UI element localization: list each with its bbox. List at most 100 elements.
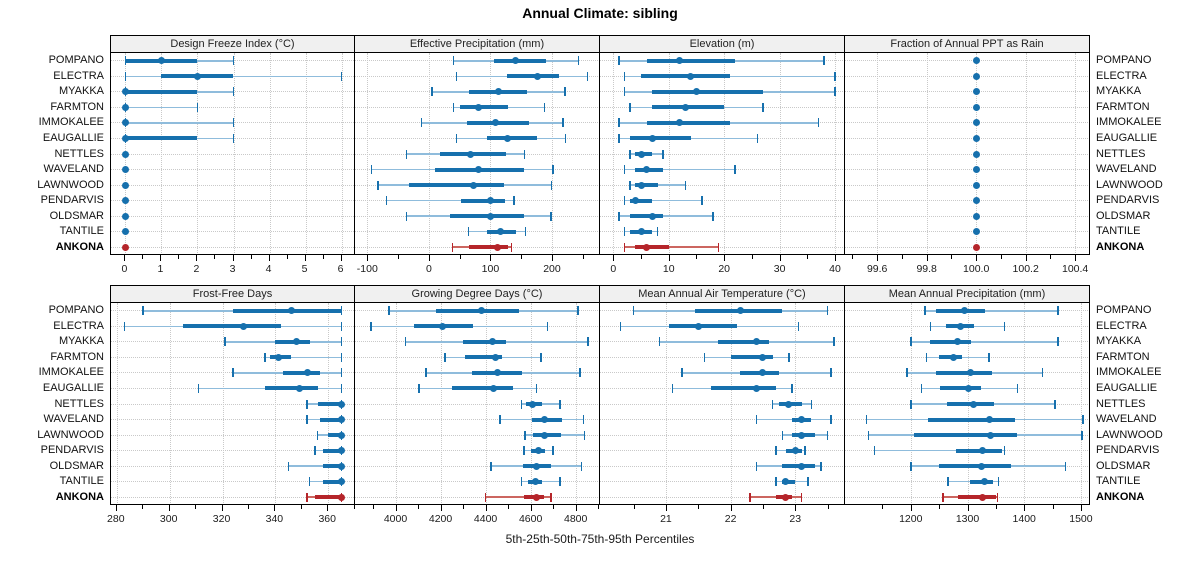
whisker-cap-95 [340, 383, 343, 393]
whisker-cap-95 [340, 71, 343, 81]
whisker-cap-95 [340, 352, 343, 362]
axis-tick-label: 3 [229, 263, 236, 275]
median-dot [337, 400, 345, 408]
row-gridline [845, 75, 1089, 77]
whisker-cap-95 [564, 133, 567, 143]
bar-25-75 [463, 339, 506, 344]
median-dot [531, 478, 539, 486]
axis-tick-label: 2 [193, 263, 200, 275]
whisker-cap-95 [1082, 415, 1084, 425]
row-gridline [355, 496, 599, 498]
median-dot [969, 400, 977, 408]
whisker-cap-95 [577, 56, 580, 66]
axis-tick-label: 1500 [1069, 513, 1093, 525]
panel-plot-area [355, 53, 600, 255]
whisker-cap-5 [867, 430, 869, 440]
median-dot [486, 212, 494, 220]
row-gridline [600, 184, 844, 186]
whisker-cap-95 [834, 87, 836, 97]
whisker-cap-5 [623, 71, 626, 81]
whisker-cap-5 [444, 352, 446, 362]
median-dot [964, 384, 972, 392]
bar-25-75 [629, 198, 653, 203]
median-dot [492, 353, 500, 361]
median-dot [535, 447, 543, 455]
median-dot [798, 462, 806, 470]
axis-minor-tick [463, 505, 465, 509]
whisker-cap-5 [623, 165, 626, 175]
bar-25-75 [940, 386, 982, 391]
median-dot [287, 307, 295, 315]
axis-minor-tick [751, 255, 753, 259]
axis-minor-tick [939, 505, 941, 509]
panel-plot-area [110, 303, 355, 505]
station-label-left: NETTLES [54, 147, 104, 160]
row-gridline [111, 481, 354, 483]
whisker-cap-5 [929, 321, 932, 331]
row-gridline [845, 106, 1089, 108]
bar-25-75 [635, 183, 658, 188]
median-dot [972, 166, 980, 174]
axis-major-tick [440, 505, 442, 511]
whisker-cap-5 [420, 118, 423, 128]
axis-tick-label: 200 [543, 263, 561, 275]
station-label-right: MYAKKA [1096, 335, 1142, 348]
whisker-cap-95 [712, 211, 714, 221]
whisker-cap-5 [451, 242, 453, 252]
median-dot [494, 88, 502, 96]
axis-tick-label: 100.2 [1012, 263, 1039, 275]
axis-minor-tick [142, 505, 144, 509]
axis-tick-label: 4 [265, 263, 272, 275]
median-dot [791, 447, 799, 455]
whisker-cap-95 [559, 399, 561, 409]
median-dot [985, 416, 993, 424]
axis-tick-label: 99.6 [866, 263, 888, 275]
axis-minor-tick [373, 505, 374, 509]
axis-tick-label: 1 [157, 263, 164, 275]
whisker-cap-5 [520, 477, 523, 487]
station-label-right: POMPANO [1096, 304, 1152, 317]
median-dot [972, 134, 980, 142]
whisker-cap-95 [656, 227, 659, 237]
row-gridline [845, 153, 1089, 155]
panel-plot-area [845, 53, 1090, 255]
whisker-cap-95 [196, 102, 199, 112]
axis-major-tick [1075, 255, 1077, 261]
axis-minor-tick [582, 255, 584, 259]
axis-tick-label: 100.0 [963, 263, 990, 275]
whisker-cap-95 [701, 196, 703, 206]
axis-minor-tick [459, 255, 461, 259]
axis-major-tick [274, 505, 276, 511]
axis-tick-label: 99.8 [916, 263, 937, 275]
row-gridline [600, 231, 844, 233]
median-dot [949, 353, 957, 361]
axis-tick-label: 23 [789, 513, 802, 525]
axis-minor-tick [951, 255, 953, 259]
whisker-cap-5 [873, 446, 876, 456]
station-label-left: IMMOKALEE [38, 116, 104, 129]
panel-header: Frost-Free Days [110, 285, 355, 303]
whisker-cap-95 [340, 368, 343, 378]
median-dot [967, 369, 975, 377]
row-gridline [111, 169, 354, 171]
whisker-cap-95 [582, 415, 585, 425]
median-dot [648, 134, 656, 142]
station-label-right: POMPANO [1096, 54, 1152, 67]
whisker-cap-95 [830, 368, 832, 378]
bar-25-75 [927, 417, 1016, 422]
bar-25-75 [669, 324, 738, 329]
whisker-cap-95 [524, 227, 527, 237]
station-label-left: NETTLES [54, 397, 104, 410]
whisker-cap-95 [340, 337, 343, 347]
median-dot [540, 416, 548, 424]
median-dot [121, 212, 129, 220]
median-dot [121, 134, 129, 142]
whisker-cap-5 [623, 87, 626, 97]
median-dot [972, 197, 980, 205]
station-label-left: FARMTON [50, 100, 104, 113]
axis-tick-label: 1400 [1012, 513, 1036, 525]
whisker-cap-5 [681, 368, 683, 378]
median-dot [295, 384, 303, 392]
whisker-cap-95 [1081, 430, 1083, 440]
